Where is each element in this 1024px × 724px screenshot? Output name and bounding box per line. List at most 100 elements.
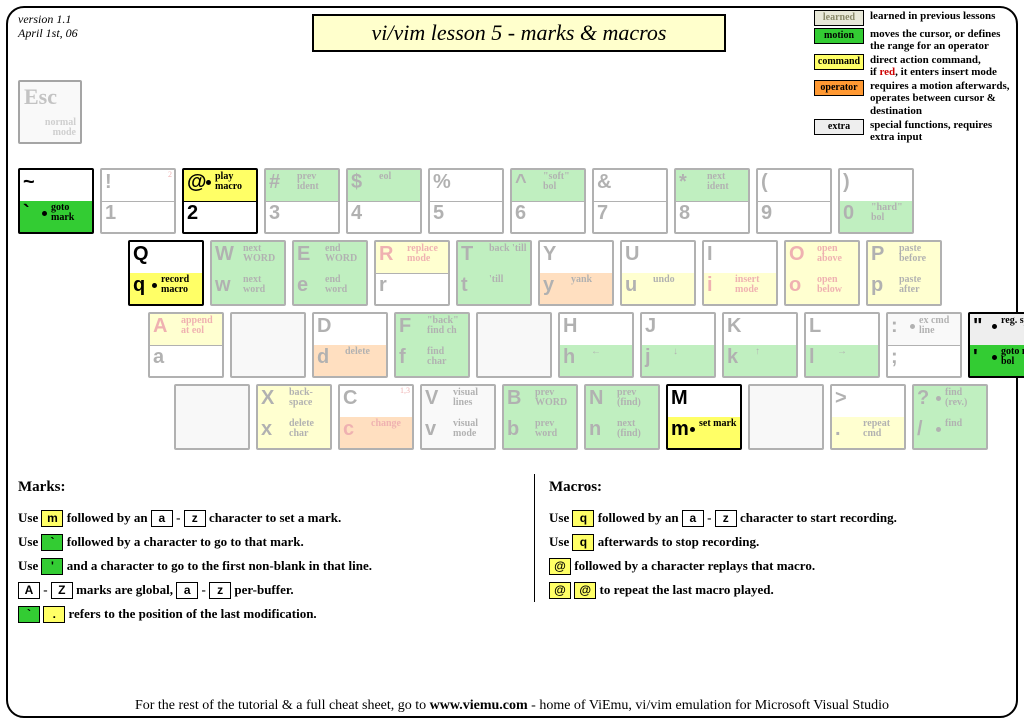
key: Oopen aboveoopen below [784,240,860,306]
legend-desc-operator: requires a motion afterwards, operates b… [870,80,1010,116]
legend-desc-command: direct action command,if red, it enters … [870,54,1010,78]
key-glyph: ) [843,171,850,194]
key-glyph: N [589,387,603,410]
key-label: visual mode [453,419,491,439]
key-glyph: 9 [761,202,772,225]
key-glyph: ^ [515,171,527,194]
key-glyph: % [433,171,451,194]
key-glyph: i [707,274,713,297]
esc-glyph: Esc [24,84,57,110]
key-glyph: r [379,274,387,297]
key: Qqrecord macro [128,240,204,306]
key-glyph: e [297,274,308,297]
key-glyph: D [317,315,331,338]
key-label: goto mark [51,203,89,223]
key-label: record macro [161,275,199,295]
key: "reg. spec3'goto mk. bol [968,312,1024,378]
key-glyph: L [809,315,821,338]
key-glyph: a [153,346,164,369]
dot-icon [936,396,941,401]
key-label: play macro [215,172,253,192]
key-label: set mark [699,419,737,429]
key: Vvisual linesvvisual mode [420,384,496,450]
key-label: next WORD [243,244,281,264]
legend-desc-learned: learned in previous lessons [870,10,1010,22]
key-glyph: 5 [433,202,444,225]
key-glyph: 2 [187,202,198,225]
key [748,384,824,450]
key-glyph: 6 [515,202,526,225]
legend-swatch-motion: motion [814,28,864,44]
key-glyph: & [597,171,611,194]
key-glyph: n [589,418,601,441]
marks-title: Marks: [18,474,518,502]
key-label: find (rev.) [945,388,983,408]
version-block: version 1.1 April 1st, 06 [18,12,78,41]
marks-line: Use ' and a character to go to the first… [18,554,518,578]
key-glyph: E [297,243,310,266]
key-label: paste after [899,275,937,295]
key-glyph: x [261,418,272,441]
key: ~ ` goto mark [18,168,94,234]
key-glyph: H [563,315,577,338]
key: Nprev (find)nnext (find) [584,384,660,450]
key-glyph: q [133,274,145,297]
key: )0"hard" bol [838,168,914,234]
key-glyph: ` [23,202,30,225]
macros-line: @ @ to repeat the last macro played. [549,578,1019,602]
key-label: prev word [535,419,573,439]
key: Aappend at eola [148,312,224,378]
version-text: version 1.1 [18,12,78,26]
key-label: paste before [899,244,937,264]
key-glyph: j [645,346,651,369]
key: *next ident8 [674,168,750,234]
key-glyph: m [671,418,689,441]
macros-help: Macros: Use q followed by an a - z chara… [534,474,1019,602]
key: %5 [428,168,504,234]
key: Xback- space x delete char [256,384,332,450]
key-glyph: @ [187,171,207,194]
key: Tback 'tillt'till [456,240,532,306]
key-glyph: T [461,243,473,266]
dot-icon [152,283,157,288]
key-label: ↑ [755,347,793,357]
key [174,384,250,450]
marks-help: Marks: Use m followed by an a - z charac… [18,474,518,626]
dot-icon [992,324,997,329]
key-glyph: R [379,243,393,266]
key-label: back- space [289,388,327,408]
esc-label: normalmode [45,118,76,138]
key: Dddelete [312,312,388,378]
key-glyph: / [917,418,923,441]
key-glyph: # [269,171,280,194]
key: Wnext WORDwnext word [210,240,286,306]
esc-key: Esc normalmode [18,80,82,144]
key-glyph: K [727,315,741,338]
key: Uuundo [620,240,696,306]
key: Yyyank [538,240,614,306]
key-glyph: d [317,346,329,369]
key-glyph: ~ [23,171,35,194]
key: ^"soft" bol6 [510,168,586,234]
key [476,312,552,378]
key: @ play macro 2 [182,168,258,234]
key-label: "back" find ch [427,316,465,336]
date-text: April 1st, 06 [18,26,78,40]
legend-desc-motion: moves the cursor, or defines the range f… [870,28,1010,52]
key-label: next ident [707,172,745,192]
key-glyph: : [891,315,898,338]
key: F"back" find chffind char [394,312,470,378]
key-glyph: M [671,387,688,410]
key-label: end WORD [325,244,363,264]
marks-line: A - Z marks are global, a - z per-buffer… [18,578,518,602]
key-label: delete char [289,419,327,439]
key-label: open below [817,275,855,295]
dot-icon [910,324,915,329]
key-label: ↓ [673,347,711,357]
key: Bprev WORDbprev word [502,384,578,450]
key-glyph: 7 [597,202,608,225]
key-label: yank [571,275,609,285]
key-glyph: U [625,243,639,266]
marks-line: Use m followed by an a - z character to … [18,506,518,530]
key-glyph: X [261,387,274,410]
